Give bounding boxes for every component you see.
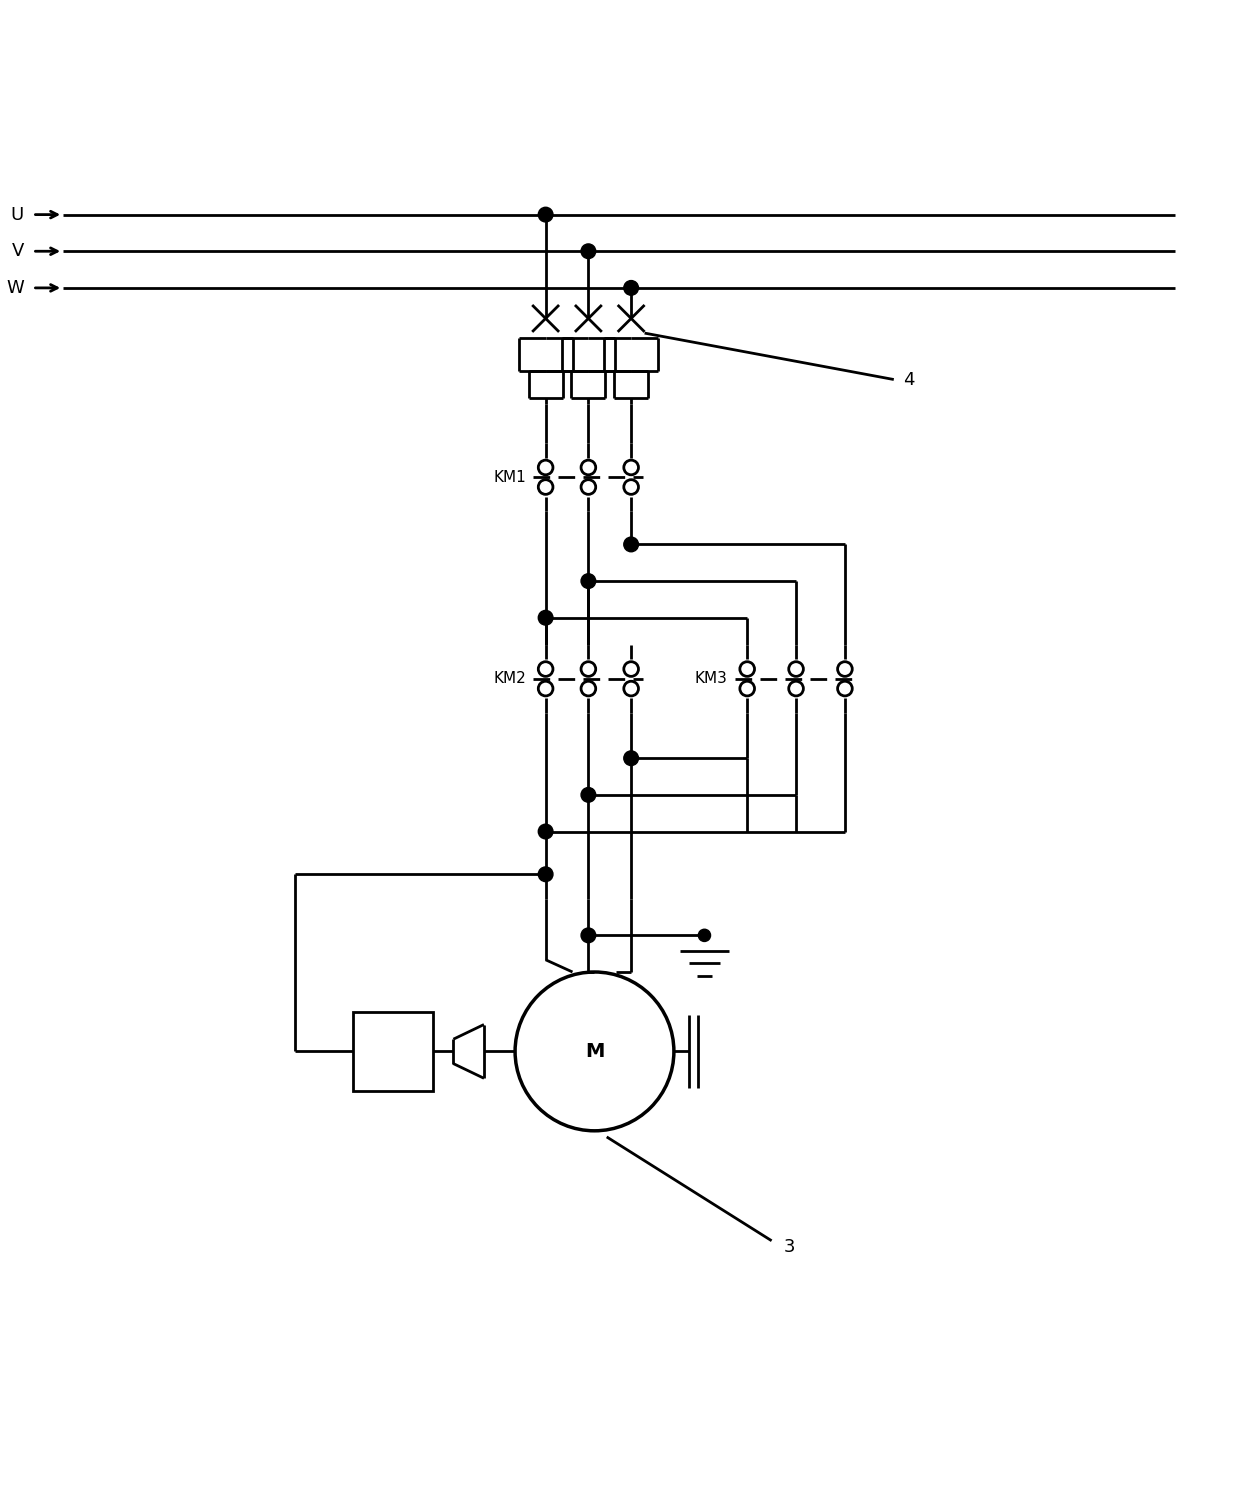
Circle shape: [582, 788, 595, 803]
Text: U: U: [11, 206, 24, 224]
Text: KM3: KM3: [694, 671, 728, 686]
Circle shape: [582, 928, 595, 943]
Circle shape: [624, 280, 639, 295]
Circle shape: [698, 930, 711, 941]
Circle shape: [538, 824, 553, 839]
Text: KM2: KM2: [494, 671, 526, 686]
Circle shape: [624, 750, 639, 765]
Text: 4: 4: [904, 370, 915, 388]
Text: V: V: [11, 242, 24, 260]
Text: KM1: KM1: [494, 470, 526, 485]
Circle shape: [538, 867, 553, 882]
Circle shape: [538, 610, 553, 625]
Circle shape: [538, 207, 553, 222]
Circle shape: [582, 574, 595, 588]
Text: 3: 3: [784, 1238, 795, 1256]
Bar: [353, 1012, 433, 1091]
Circle shape: [624, 537, 639, 552]
Text: M: M: [585, 1041, 604, 1061]
Text: W: W: [6, 279, 24, 297]
Circle shape: [582, 243, 595, 258]
